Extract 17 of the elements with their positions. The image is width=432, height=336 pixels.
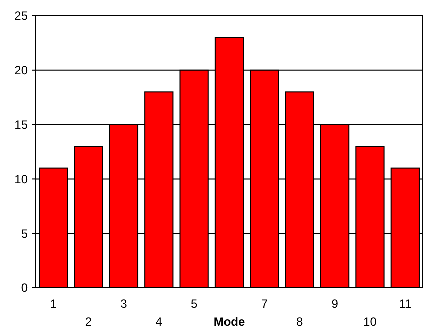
x-tick-label: 7 — [261, 297, 268, 311]
y-tick-label: 0 — [21, 281, 28, 296]
x-tick-label: 10 — [364, 315, 378, 329]
x-tick-label: 2 — [85, 315, 92, 329]
y-tick-label: 5 — [21, 226, 28, 241]
x-tick-label: 4 — [156, 315, 163, 329]
x-tick-label: 9 — [332, 297, 339, 311]
x-tick-label: 8 — [296, 315, 304, 329]
x-tick-label: 1 — [50, 297, 58, 311]
y-tick-label: 10 — [14, 172, 28, 186]
x-axis-title: Mode — [214, 315, 246, 329]
x-tick-label: 3 — [120, 297, 128, 311]
y-tick-label: 15 — [14, 118, 28, 132]
y-tick-label: 20 — [14, 64, 28, 78]
x-tick-label: 5 — [190, 297, 198, 311]
y-tick-label: 25 — [14, 9, 28, 24]
x-tick-label: 11 — [399, 297, 412, 311]
